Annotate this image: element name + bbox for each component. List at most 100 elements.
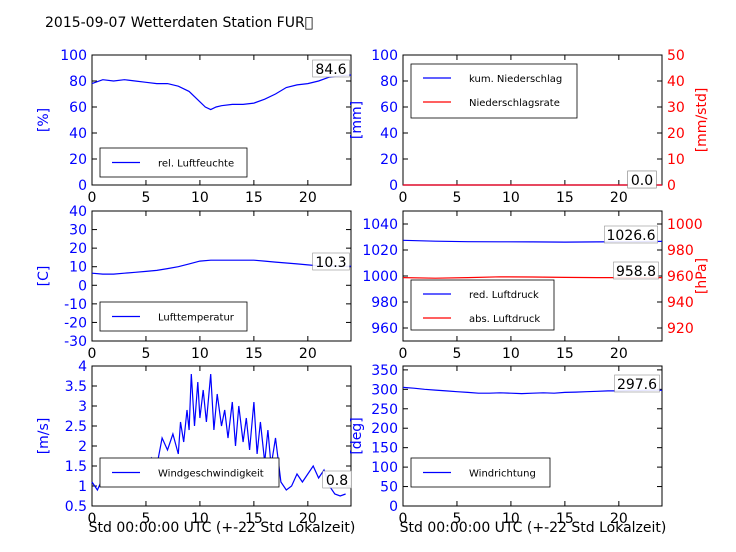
plot-frame — [402, 365, 663, 507]
y-tick-label: 60 — [69, 100, 87, 116]
y-tick-label: 3 — [78, 399, 87, 415]
y-axis-label: [mm] — [349, 101, 365, 139]
legend-box — [410, 63, 578, 119]
legend-label: kum. Niederschlag — [469, 74, 562, 85]
y2-axis-label: [hPa] — [694, 258, 710, 294]
value-annotation-box — [312, 59, 350, 78]
temperature-panel: 0 5 10 15 20 -30 -20 -10 0 10 20 30 40 [C] Lufttempera… — [36, 204, 352, 362]
y-tick-label: 1.5 — [65, 459, 87, 475]
y-tick-label: 20 — [69, 241, 87, 257]
y2-tick-label: 940 — [667, 295, 694, 311]
series-line — [91, 74, 352, 111]
y-tick-label: 1040 — [362, 217, 398, 233]
plot-frame — [91, 365, 352, 507]
x-tick-label: 10 — [191, 190, 209, 206]
y-tick-label: 20 — [69, 152, 87, 168]
value-annotation: 0.0 — [631, 173, 653, 189]
y-tick-label: 20 — [380, 152, 398, 168]
y-axis-label: [C] — [36, 266, 52, 287]
x-tick-label: 10 — [502, 346, 520, 362]
x-tick-label: 15 — [245, 511, 263, 527]
x-tick-label: 15 — [556, 346, 574, 362]
y-tick-label: 960 — [371, 321, 398, 337]
y-tick-label: 0 — [389, 178, 398, 194]
y-tick-label: 150 — [371, 441, 398, 457]
x-tick-label: 0 — [88, 511, 97, 527]
y-tick-label: 0.5 — [65, 499, 87, 515]
y-tick-label: 2.5 — [65, 419, 87, 435]
value-annotation: 0.8 — [326, 473, 348, 489]
y2-tick-label: 980 — [667, 243, 694, 259]
x-tick-label: 0 — [399, 346, 408, 362]
value-annotation: 958.8 — [616, 264, 656, 280]
humidity-panel: 0 5 10 15 20 0 20 40 60 80 100 [%] rel. Luftfeuchte 8… — [36, 48, 352, 206]
value-annotation-box — [614, 374, 660, 393]
x-tick-label: 0 — [399, 190, 408, 206]
windspeed-panel: 0 5 10 15 20 0.5 1 1.5 2 2.5 3 3.5 4 [m/s] Windgeschwi… — [36, 359, 352, 527]
x-axis-label-right: Std 00:00:00 UTC (+-22 Std Lokalzeit) — [400, 520, 667, 536]
y-tick-label: 3.5 — [65, 379, 87, 395]
x-tick-label: 5 — [452, 511, 461, 527]
y-tick-label: 60 — [380, 100, 398, 116]
y-tick-label: 80 — [69, 74, 87, 90]
x-tick-label: 20 — [610, 346, 628, 362]
x-tick-label: 20 — [299, 190, 317, 206]
y-axis-label: [m/s] — [36, 418, 52, 455]
x-tick-label: 20 — [610, 511, 628, 527]
legend-label: Windgeschwindigkeit — [158, 469, 264, 480]
y-tick-label: 300 — [371, 382, 398, 398]
x-tick-label: 0 — [399, 511, 408, 527]
x-tick-label: 0 — [88, 190, 97, 206]
y-tick-label: 2 — [78, 439, 87, 455]
x-tick-label: 10 — [191, 346, 209, 362]
y2-tick-label: 30 — [667, 100, 685, 116]
x-tick-label: 20 — [299, 346, 317, 362]
y-axis-label: [%] — [36, 108, 52, 132]
y2-tick-label: 920 — [667, 321, 694, 337]
y-tick-label: 4 — [78, 359, 87, 375]
x-tick-label: 10 — [502, 511, 520, 527]
x-tick-label: 20 — [299, 511, 317, 527]
y2-tick-label: 40 — [667, 74, 685, 90]
y-tick-label: 50 — [380, 480, 398, 496]
legend-label: rel. Luftfeuchte — [158, 159, 234, 170]
y-axis-label: [deg] — [349, 417, 365, 454]
x-tick-label: 0 — [88, 346, 97, 362]
x-tick-label: 10 — [502, 190, 520, 206]
x-tick-label: 5 — [141, 190, 150, 206]
y-tick-label: 100 — [60, 48, 87, 64]
value-annotation: 10.3 — [315, 255, 346, 271]
x-tick-label: 20 — [610, 190, 628, 206]
y-tick-label: 1020 — [362, 243, 398, 259]
x-tick-label: 15 — [556, 511, 574, 527]
winddirection-panel: 0 5 10 15 20050100150200250300350[deg]Windri… — [349, 363, 663, 527]
y-tick-label: 80 — [380, 74, 398, 90]
y-tick-label: -20 — [64, 315, 87, 331]
figure-title: 2015-09-07 Wetterdaten Station FUR  — [45, 15, 313, 31]
y-tick-label: 200 — [371, 421, 398, 437]
y2-axis-label: [mm/std] — [694, 88, 710, 153]
y-tick-label: -10 — [64, 297, 87, 313]
y-tick-label: 40 — [69, 204, 87, 220]
legend-label: abs. Luftdruck — [469, 314, 540, 325]
y-tick-label: 40 — [69, 126, 87, 142]
y2-tick-label: 20 — [667, 126, 685, 142]
value-annotation: 297.6 — [617, 377, 657, 393]
y2-tick-label: 1000 — [667, 217, 703, 233]
x-tick-label: 15 — [556, 190, 574, 206]
y-tick-label: 980 — [371, 295, 398, 311]
y-tick-label: 250 — [371, 402, 398, 418]
plot-frame — [91, 210, 352, 342]
value-annotation-box — [627, 170, 657, 189]
y-tick-label: 10 — [69, 260, 87, 276]
legend-label: Windrichtung — [469, 469, 536, 480]
y2-tick-label: 10 — [667, 152, 685, 168]
value-annotation-box — [613, 261, 659, 280]
y-tick-label: -30 — [64, 334, 87, 350]
x-tick-label: 15 — [245, 346, 263, 362]
y-tick-label: 0 — [78, 278, 87, 294]
pressure-panel: 0 5 10 15 20 960 980 1000 1020 1040 920 940 960 980 10… — [362, 210, 710, 362]
value-annotation-box — [322, 470, 352, 489]
legend-label: red. Luftdruck — [469, 290, 539, 301]
x-tick-label: 5 — [452, 190, 461, 206]
